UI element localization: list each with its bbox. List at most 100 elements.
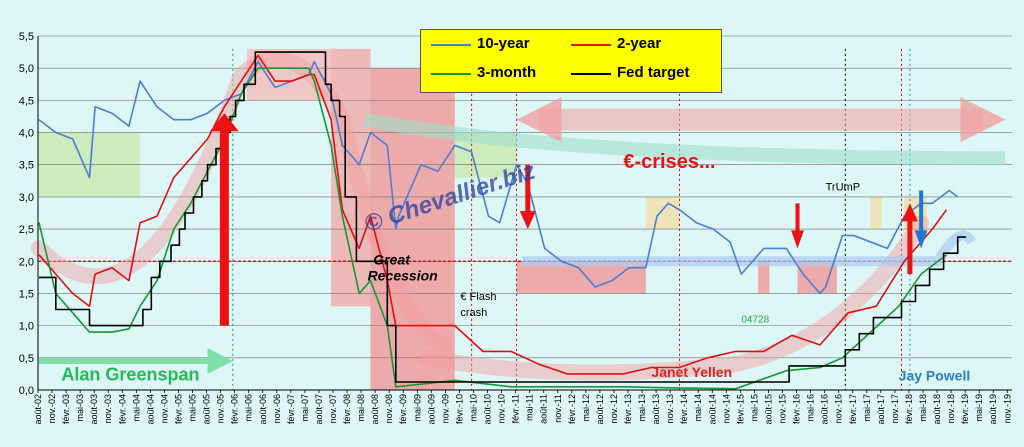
- x-tick-label: nov.-07: [328, 394, 338, 423]
- x-tick-label: août-05: [202, 394, 212, 425]
- x-tick-label: févr.-05: [173, 394, 183, 424]
- y-tick-label: 4,5: [19, 95, 34, 107]
- x-tick-label: nov.-15: [778, 394, 788, 423]
- x-tick-label: mai-03: [75, 394, 85, 422]
- trump-label: TrUmP: [826, 181, 860, 193]
- x-tick-label: mai-11: [525, 394, 535, 421]
- x-tick-label: mai-14: [693, 394, 703, 422]
- x-tick-label: mai-16: [806, 394, 816, 422]
- x-tick-label: mai-07: [300, 394, 310, 422]
- band: [797, 261, 837, 294]
- axes: 0,0 0,5 1,0 1,5 2,0 2,5 3,0 3,5 4,0 4,5 5,0 5,5 août…: [19, 31, 1013, 425]
- x-tick-label: nov.-04: [159, 394, 169, 423]
- y-tick-label: 2,5: [19, 224, 34, 236]
- x-tick-label: nov.-19: [1002, 394, 1012, 423]
- band: [645, 196, 680, 230]
- trend-band: [363, 112, 1006, 166]
- y-tick-label: 5,0: [19, 63, 34, 75]
- x-tick-label: févr.-15: [735, 394, 745, 424]
- y-tick-label: 0,5: [19, 353, 34, 365]
- x-tick-label: août-06: [258, 394, 268, 425]
- y-tick-label: 0,0: [19, 385, 34, 397]
- x-tick-label: mai-17: [862, 394, 872, 422]
- x-tick-label: févr.-18: [904, 394, 914, 424]
- x-tick-label: nov.-10: [497, 394, 507, 423]
- x-tick-label: nov.-18: [946, 394, 956, 423]
- euro-crisis-arrowhead: [516, 97, 562, 143]
- x-tick-label: mai-13: [637, 394, 647, 422]
- y-tick-label: 3,5: [19, 160, 34, 172]
- x-tick-label: nov.-02: [47, 394, 57, 423]
- euro-crisis-arrowhead: [960, 97, 1006, 143]
- x-tick-label: mai-08: [356, 394, 366, 422]
- x-tick-label: août-03: [89, 394, 99, 425]
- series-3-month: [38, 67, 947, 390]
- legend-10-year: 10-year: [477, 35, 530, 52]
- date-label: 04728: [741, 314, 769, 325]
- x-tick-label: févr.-06: [230, 394, 240, 424]
- decorative-arrows: [30, 51, 1006, 381]
- x-tick-label: nov.-08: [384, 394, 394, 423]
- series-lines: [38, 51, 967, 390]
- x-tick-label: août-11: [539, 394, 549, 424]
- series-2-year: [38, 54, 948, 375]
- y-tick-label: 1,5: [19, 288, 34, 300]
- x-tick-label: févr.-19: [960, 394, 970, 424]
- band: [516, 261, 646, 294]
- trend-arc: [30, 51, 452, 353]
- x-tick-label: févr.-11: [511, 394, 521, 423]
- x-tick-label: mai-06: [244, 394, 254, 422]
- x-tick-label: févr.-08: [342, 394, 352, 424]
- series-fed-target: [39, 51, 967, 383]
- x-tick-label: févr.-16: [792, 394, 802, 424]
- x-tick-label: févr.-10: [454, 394, 464, 424]
- x-tick-label: août-17: [876, 394, 886, 425]
- y-tick-label: 4,0: [19, 128, 34, 140]
- x-tick-label: août-15: [763, 394, 773, 425]
- down-arrow-head: [791, 230, 804, 249]
- down-arrow-head: [914, 230, 928, 249]
- legend-fed-target: Fed target: [617, 64, 690, 81]
- legend: 10-year 2-year 3-month Fed target: [420, 29, 722, 93]
- up-arrow-head: [901, 203, 918, 222]
- x-tick-label: mai-15: [749, 394, 759, 422]
- x-tick-label: nov.-13: [665, 394, 675, 423]
- x-tick-label: nov.-05: [216, 394, 226, 423]
- greenspan-arrowhead: [207, 348, 233, 374]
- flash-crash-label: € Flash: [460, 291, 496, 303]
- x-tick-label: mai-18: [918, 394, 928, 422]
- x-tick-label: nov.-03: [103, 394, 113, 423]
- legend-3-month: 3-month: [477, 64, 537, 81]
- powell-label: Jay Powell: [899, 367, 971, 383]
- x-tick-label: août-12: [595, 394, 605, 425]
- euro-crisis-label: €-crises...: [623, 151, 715, 173]
- down-arrow-head: [519, 211, 536, 230]
- x-tick-label: févr.-12: [567, 394, 577, 424]
- x-tick-label: août-16: [820, 394, 830, 425]
- x-tick-label: mai-09: [412, 394, 422, 422]
- x-tick-label: août-08: [370, 394, 380, 425]
- y-tick-label: 3,0: [19, 192, 34, 204]
- great-recession-label: Recession: [368, 268, 438, 284]
- y-tick-label: 1,0: [19, 321, 34, 333]
- y-tick-label: 2,0: [19, 256, 34, 268]
- x-tick-label: mai-19: [974, 394, 984, 422]
- x-tick-label: févr.-07: [286, 394, 296, 424]
- x-tick-label: nov.-14: [721, 394, 731, 423]
- x-tick-label: août-10: [483, 394, 493, 425]
- series-10-year: [38, 60, 959, 295]
- x-tick-label: mai-10: [468, 394, 478, 422]
- x-tick-label: févr.-13: [623, 394, 633, 424]
- x-tick-label: nov.-12: [609, 394, 619, 423]
- band: [870, 196, 882, 230]
- x-tick-label: févr.-04: [117, 394, 127, 424]
- x-tick-label: août-13: [651, 394, 661, 425]
- x-tick-label: août-04: [145, 394, 155, 425]
- x-tick-label: nov.-17: [890, 394, 900, 423]
- x-tick-label: févr.-03: [61, 394, 71, 424]
- y-tick-label: 5,5: [19, 31, 34, 43]
- legend-2-year: 2-year: [617, 35, 662, 52]
- up-arrow-head: [209, 113, 239, 132]
- flash-crash-label: crash: [460, 307, 487, 319]
- x-tick-label: août-09: [426, 394, 436, 425]
